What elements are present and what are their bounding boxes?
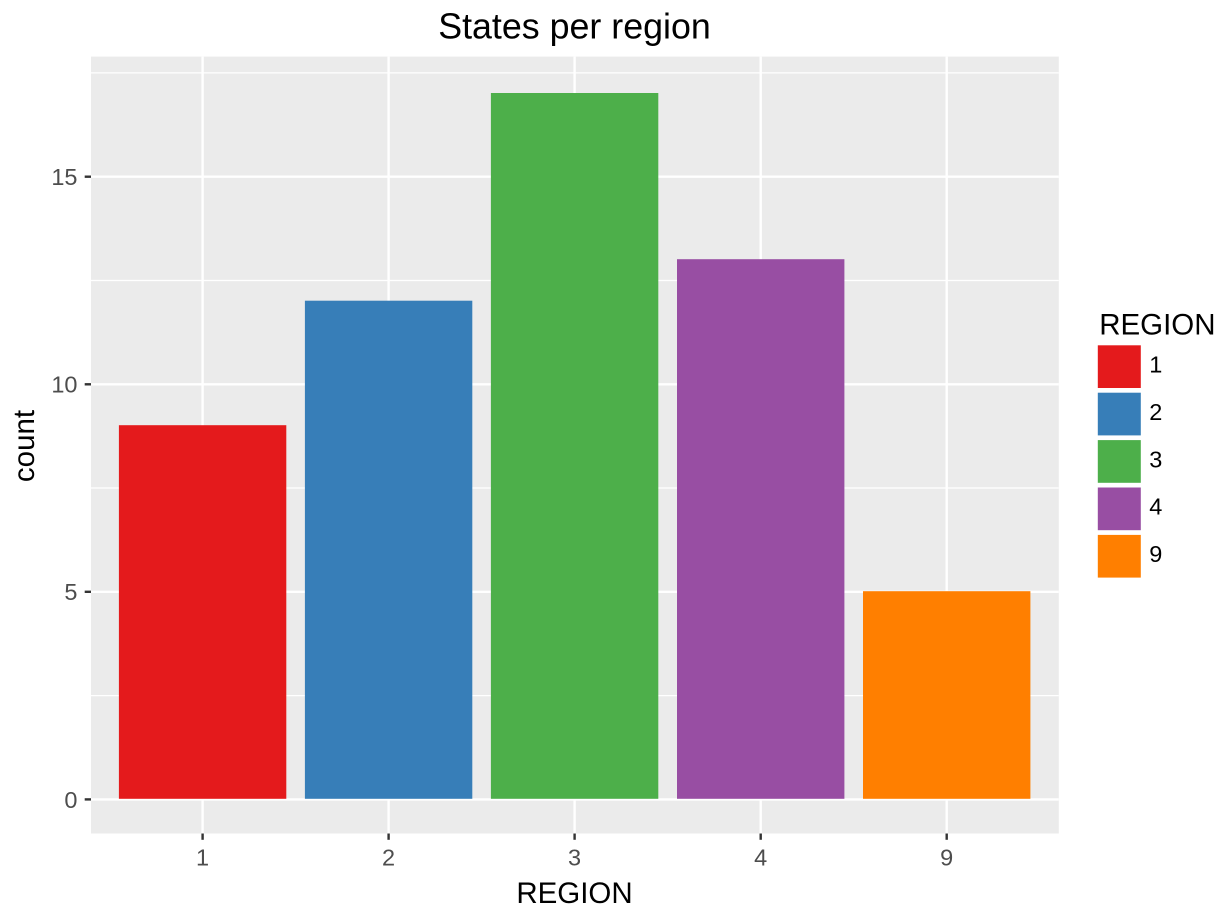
svg-text:0: 0 (64, 787, 77, 813)
svg-text:count: count (8, 410, 41, 482)
svg-text:2: 2 (382, 844, 395, 870)
svg-text:9: 9 (940, 844, 953, 870)
svg-text:4: 4 (754, 844, 767, 870)
svg-text:1: 1 (196, 844, 209, 870)
svg-text:2: 2 (1149, 399, 1162, 425)
svg-text:4: 4 (1149, 494, 1162, 520)
svg-text:REGION: REGION (1099, 309, 1215, 342)
svg-text:States per region: States per region (438, 6, 711, 46)
svg-text:3: 3 (1149, 446, 1162, 472)
svg-text:10: 10 (51, 372, 77, 398)
svg-text:REGION: REGION (516, 877, 632, 910)
svg-text:9: 9 (1149, 541, 1162, 567)
svg-text:5: 5 (64, 579, 77, 605)
svg-text:15: 15 (51, 164, 77, 190)
svg-text:1: 1 (1149, 352, 1162, 378)
svg-text:3: 3 (568, 844, 581, 870)
